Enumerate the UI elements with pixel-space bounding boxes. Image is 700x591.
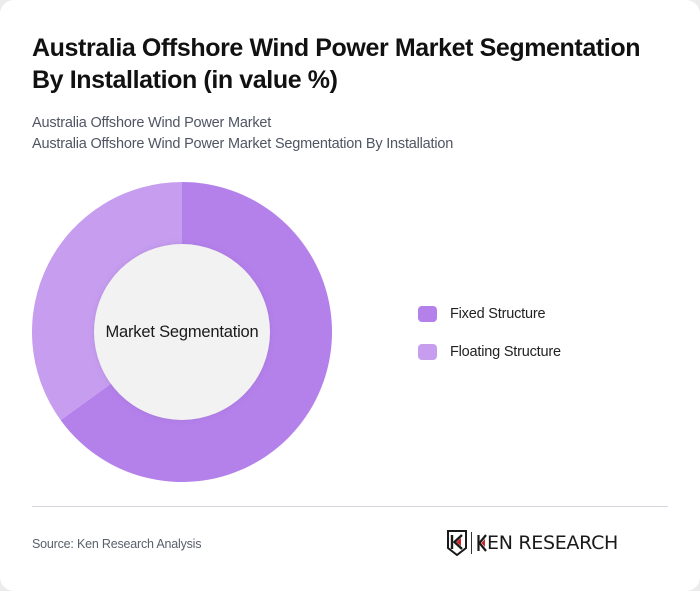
donut-center [94, 244, 270, 420]
legend-item-fixed-structure[interactable]: Fixed Structure [418, 303, 561, 325]
chart-legend: Fixed Structure Floating Structure [418, 303, 561, 379]
donut-chart-svg [32, 182, 332, 482]
chart-title: Australia Offshore Wind Power Market Seg… [32, 34, 641, 94]
chart-subtitle: Australia Offshore Wind Power Market Aus… [32, 113, 453, 155]
logo-text: EN RESEARCH [487, 532, 619, 554]
legend-swatch-fixed-structure [418, 306, 437, 322]
donut-chart: Market Segmentation [32, 182, 332, 482]
legend-swatch-floating-structure [418, 344, 437, 360]
legend-label-fixed-structure: Fixed Structure [450, 306, 546, 322]
legend-item-floating-structure[interactable]: Floating Structure [418, 341, 561, 363]
ken-research-shield-k-icon [447, 530, 467, 556]
ken-research-logo: EN RESEARCH [447, 530, 618, 556]
legend-label-floating-structure: Floating Structure [450, 344, 561, 360]
logo-divider [471, 532, 472, 554]
logo-k-letter-icon [477, 534, 487, 552]
source-note: Source: Ken Research Analysis [32, 537, 202, 551]
subtitle-market: Australia Offshore Wind Power Market [32, 115, 272, 131]
subtitle-segmentation: Australia Offshore Wind Power Market Seg… [32, 136, 454, 152]
footer-divider [32, 506, 668, 507]
